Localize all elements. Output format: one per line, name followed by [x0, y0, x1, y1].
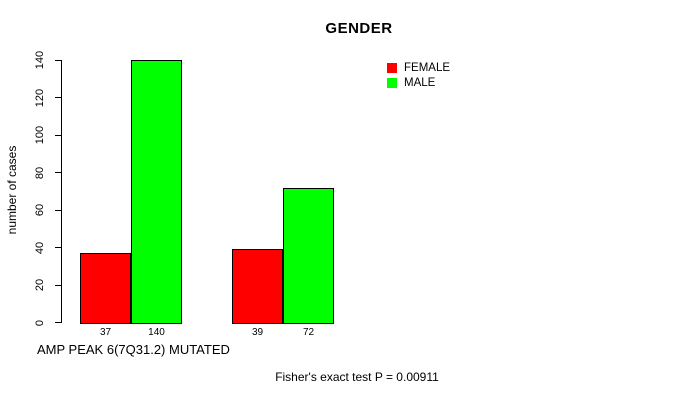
y-tick	[55, 284, 61, 286]
x-axis-caption: AMP PEAK 6(7Q31.2) MUTATED	[37, 342, 230, 357]
y-tick-label: 60	[34, 203, 46, 217]
y-tick	[55, 172, 61, 173]
y-axis-line	[61, 59, 62, 323]
bar-value-label: 39	[251, 327, 264, 338]
bar-female-group2	[232, 249, 283, 324]
chart-title: GENDER	[325, 20, 393, 37]
y-tick	[55, 209, 61, 211]
y-tick	[55, 247, 61, 248]
bar-male-group2	[283, 187, 334, 324]
legend-item-male: MALE	[387, 77, 450, 89]
y-tick	[55, 134, 61, 136]
y-tick-label: 20	[34, 278, 46, 292]
y-tick	[55, 322, 61, 323]
bar-female-group1	[80, 253, 131, 324]
y-tick	[55, 59, 61, 61]
bar-value-label: 37	[99, 327, 112, 338]
y-tick-label: 0	[34, 319, 46, 326]
y-tick	[55, 97, 61, 98]
legend-label: FEMALE	[404, 62, 451, 74]
legend-label: MALE	[404, 77, 436, 89]
annotation-text: Fisher's exact test P = 0.00911	[275, 370, 439, 384]
y-tick-label: 140	[34, 50, 46, 70]
y-tick-label: 80	[34, 166, 46, 179]
bar-value-label: 140	[148, 327, 165, 338]
y-tick-label: 40	[34, 241, 46, 254]
legend-swatch-female	[387, 63, 397, 73]
y-tick-label: 100	[34, 125, 46, 145]
y-tick-label: 120	[34, 88, 46, 107]
legend-item-female: FEMALE	[387, 62, 451, 74]
bar-male-group1	[131, 60, 182, 324]
bar-value-label: 72	[302, 327, 315, 338]
legend-swatch-male	[387, 78, 397, 88]
legend: FEMALE MALE	[387, 62, 451, 89]
